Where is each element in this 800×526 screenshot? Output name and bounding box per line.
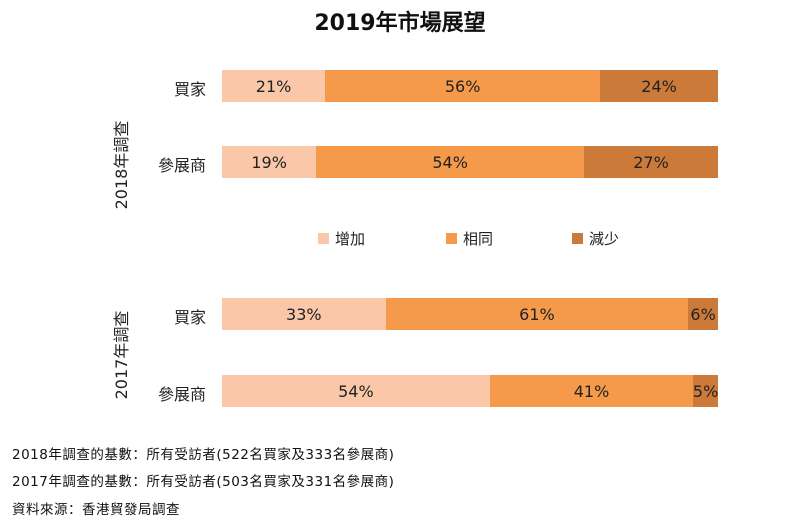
data-label-same-exhibitors-2018: 54% [432,152,468,172]
bar-exhibitors-2017: 54% 41% 5% [222,375,718,407]
bar-buyers-2018: 21% 56% 24% [222,70,718,102]
legend: 增加 相同 減少 [0,228,800,250]
data-label-same-exhibitors-2017: 41% [573,381,610,401]
data-label-decrease-exhibitors-2017: 5% [693,381,718,401]
bar-segment-decrease-buyers-2017: 6% [688,298,718,330]
legend-item-increase: 增加 [318,228,365,249]
legend-label-same: 相同 [463,230,494,248]
footnote-2017-base: 2017年調查的基數：所有受訪者(503名買家及331名參展商) [12,474,395,490]
legend-label-decrease: 減少 [589,230,620,248]
data-label-increase-buyers-2018: 21% [255,76,292,96]
legend-swatch-increase [318,233,329,244]
legend-label-increase: 增加 [335,230,366,248]
data-label-increase-exhibitors-2017: 54% [338,381,374,401]
data-label-increase-buyers-2017: 33% [286,304,322,324]
data-label-decrease-exhibitors-2018: 27% [633,152,669,172]
bar-segment-increase-buyers-2018: 21% [222,70,326,102]
data-label-same-buyers-2017: 61% [519,304,555,324]
bar-segment-increase-exhibitors-2018: 19% [222,146,317,178]
row-label-exhibitors-2018: 參展商 [157,156,206,175]
legend-item-same: 相同 [446,228,493,249]
data-label-increase-exhibitors-2018: 19% [251,152,287,172]
data-label-decrease-buyers-2018: 24% [641,76,677,96]
bar-exhibitors-2018: 19% 54% 27% [222,146,718,178]
bar-segment-same-exhibitors-2018: 54% [316,146,585,178]
row-label-exhibitors-2017: 參展商 [157,385,206,404]
chart-title: 2019年市場展望 [314,11,486,36]
bar-segment-decrease-exhibitors-2017: 5% [693,375,718,407]
row-label-buyers-2017: 買家 [173,308,206,327]
legend-swatch-same [446,233,457,244]
bar-segment-decrease-buyers-2018: 24% [600,70,718,102]
data-label-decrease-buyers-2017: 6% [690,304,716,324]
bar-segment-increase-buyers-2017: 33% [222,298,386,330]
footnote-source: 資料來源：香港貿發局調查 [12,502,180,518]
bar-segment-decrease-exhibitors-2018: 27% [584,146,718,178]
bar-segment-same-exhibitors-2017: 41% [489,375,694,407]
legend-item-decrease: 減少 [572,228,619,249]
row-label-buyers-2018: 買家 [173,80,206,99]
footnote-2018-base: 2018年調查的基數：所有受訪者(522名買家及333名參展商) [12,447,395,463]
data-label-same-buyers-2018: 56% [444,76,481,96]
bar-buyers-2017: 33% 61% 6% [222,298,718,330]
bar-segment-same-buyers-2017: 61% [385,298,689,330]
legend-swatch-decrease [572,233,583,244]
bar-segment-increase-exhibitors-2017: 54% [222,375,490,407]
bar-segment-same-buyers-2018: 56% [325,70,601,102]
